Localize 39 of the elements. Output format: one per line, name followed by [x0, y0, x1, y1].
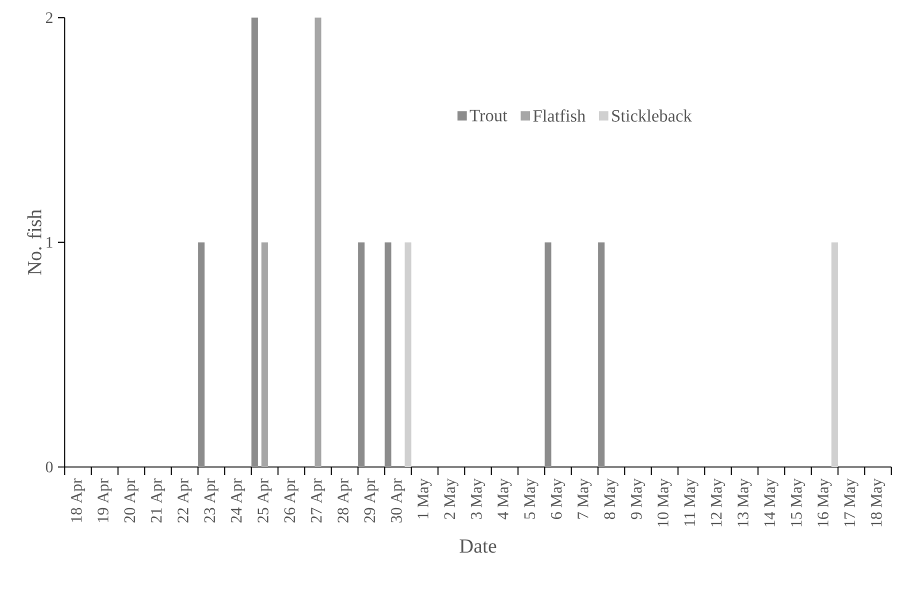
x-tick-label: 5 May — [524, 478, 538, 519]
x-axis-title: Date — [460, 540, 496, 553]
legend-label: Trout — [470, 110, 508, 122]
x-tick-label: 3 May — [470, 478, 486, 519]
x-tick-label: 8 May — [604, 478, 618, 520]
x-tick-label: 10 May — [658, 478, 672, 526]
x-tick-label: 29 Apr — [364, 478, 378, 523]
legend-label: Flatfish — [533, 109, 586, 122]
x-tick-label: 16 May — [818, 478, 832, 526]
x-tick-label: 15 May — [791, 478, 806, 526]
x-tick-label: 12 May — [710, 478, 726, 526]
x-tick-label: 6 May — [550, 478, 566, 520]
x-tick-label: 7 May — [578, 478, 592, 519]
y-tick-label: 2 — [46, 12, 52, 23]
x-tick-label: 28 Apr — [338, 478, 352, 523]
x-tick-label: 20 Apr — [124, 478, 138, 523]
x-tick-label: 30 Apr — [390, 478, 406, 522]
x-tick-label: 25 Apr — [258, 478, 272, 523]
x-tick-label: 2 May — [444, 478, 458, 519]
x-tick-label: 22 Apr — [178, 478, 192, 523]
x-tick-label: 27 Apr — [310, 478, 326, 523]
x-tick-label: 14 May — [764, 478, 778, 526]
x-tick-label: 1 May — [418, 478, 432, 518]
x-tick-label: 4 May — [498, 478, 512, 520]
x-tick-label: 11 May — [684, 478, 698, 526]
y-tick-label: 1 — [46, 237, 52, 248]
x-tick-label: 13 May — [738, 478, 752, 526]
x-tick-label: 17 May — [844, 478, 858, 526]
x-tick-label: 23 Apr — [204, 478, 218, 523]
x-tick-label: 24 Apr — [231, 478, 246, 523]
x-tick-label: 18 Apr — [70, 478, 86, 522]
x-tick-label: 26 Apr — [284, 478, 298, 523]
x-tick-label: 18 May — [870, 478, 886, 526]
y-axis-title: No. fish — [27, 210, 42, 275]
y-tick-label: 0 — [46, 462, 53, 472]
x-tick-label: 19 Apr — [98, 478, 112, 522]
legend-label: Stickleback — [612, 110, 692, 122]
x-tick-label: 9 May — [630, 478, 646, 520]
x-tick-label: 21 Apr — [150, 478, 166, 523]
